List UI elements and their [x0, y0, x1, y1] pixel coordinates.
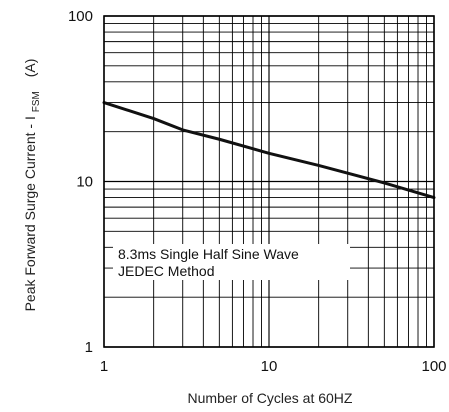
series-line-0	[102, 101, 436, 200]
x-tick-label: 100	[421, 358, 446, 375]
x-tick-label: 1	[100, 358, 108, 375]
y-axis-label: Peak Forward Surge Current - I FSM (A)	[22, 59, 42, 312]
plot-frame	[103, 15, 435, 348]
annotation-line-1: 8.3ms Single Half Sine Wave	[118, 246, 299, 262]
x-axis-label: Number of Cycles at 60HZ	[188, 390, 353, 406]
y-tick-label: 100	[68, 8, 93, 25]
y-axis-label-subscript: FSM	[31, 91, 42, 112]
y-axis-label-main: Peak Forward Surge Current - I	[22, 116, 38, 311]
y-axis-label-unit: (A)	[22, 59, 38, 78]
tick-labels: 1 10 100 1 10 100	[68, 8, 447, 375]
annotation-box	[113, 244, 350, 280]
x-tick-label: 10	[261, 358, 278, 375]
series-layer	[102, 101, 436, 200]
y-tick-label: 1	[85, 339, 93, 356]
y-tick-label: 10	[76, 174, 93, 191]
annotation-line-2: JEDEC Method	[118, 263, 214, 279]
